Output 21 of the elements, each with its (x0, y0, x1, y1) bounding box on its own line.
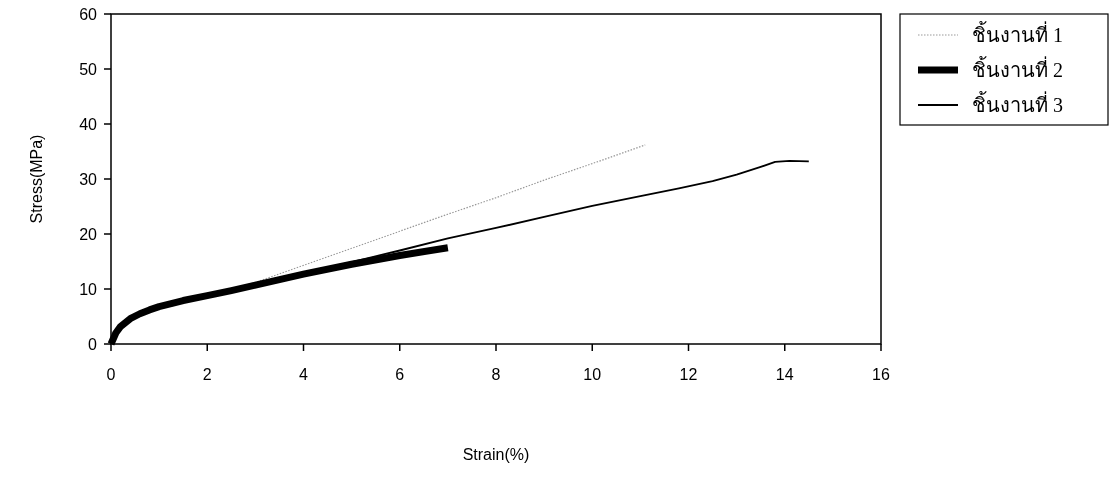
y-tick-label: 50 (79, 61, 98, 78)
legend-label: ชิ้นงานที่ 2 (972, 56, 1063, 81)
y-tick-label: 60 (79, 6, 98, 23)
legend-label: ชิ้นงานที่ 1 (972, 21, 1063, 46)
x-tick-label: 2 (202, 366, 212, 383)
x-axis-title: Strain(%) (462, 446, 530, 463)
y-tick-label: 40 (79, 116, 98, 133)
x-tick-label: 16 (872, 366, 890, 383)
x-tick-label: 6 (395, 366, 405, 383)
y-tick-label: 0 (88, 336, 98, 353)
y-tick-label: 20 (79, 226, 98, 243)
x-tick-label: 12 (679, 366, 698, 383)
x-tick-label: 4 (299, 366, 309, 383)
y-tick-label: 30 (79, 171, 98, 188)
y-tick-label: 10 (79, 281, 98, 298)
x-tick-label: 0 (106, 366, 116, 383)
legend-label: ชิ้นงานที่ 3 (972, 91, 1063, 116)
x-tick-label: 10 (583, 366, 602, 383)
y-axis-title: Stress(MPa) (28, 134, 45, 224)
x-tick-label: 14 (775, 366, 794, 383)
x-tick-label: 8 (491, 366, 501, 383)
